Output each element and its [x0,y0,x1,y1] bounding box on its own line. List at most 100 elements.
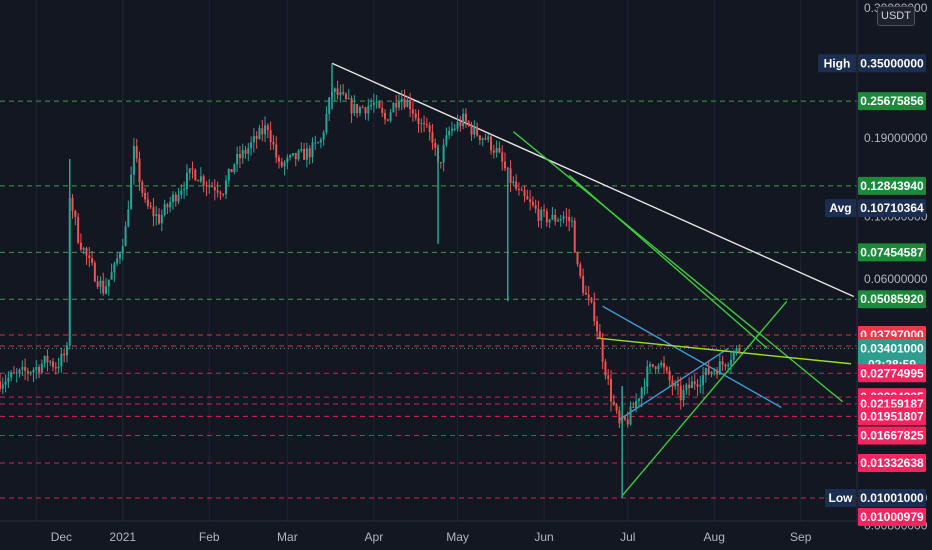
candle-body [308,148,311,158]
candle-body [322,132,325,140]
candle-body [174,194,177,202]
candle-body [155,214,158,217]
candle-body [738,347,741,353]
candle-body [26,370,29,373]
candle-body [121,246,124,254]
candle-body [132,146,135,175]
candle-body [364,107,367,114]
candle-body [127,209,130,227]
candle-body [557,220,559,222]
candle-body [291,152,294,156]
candle-body [724,364,727,367]
candle-body [4,381,7,385]
candle-body [584,292,587,295]
candle-body [501,152,504,162]
candle-body [618,410,621,424]
candle-body [244,150,247,154]
candle-body [183,189,186,191]
green-level-price-tag: 0.12843940 [860,179,924,193]
candle-body [188,168,191,173]
candle-body [543,209,546,211]
magenta-level-price-tag: 0.01000979 [860,510,924,524]
x-tick-label: May [446,530,469,544]
candle-body [356,104,359,114]
avg-price-tag: 0.10710364 [860,201,924,215]
candle-body [194,169,197,181]
candle-body [598,331,601,339]
candle-body [275,144,278,158]
candle-body [57,366,60,369]
candle-body [570,220,573,222]
candle-body [49,361,52,363]
candle-body [63,353,66,356]
candle-body [375,101,378,103]
candle-body [643,386,646,388]
candle-body [152,207,155,217]
y-tick-label: 0.06000000 [864,272,928,286]
candle-body [610,378,613,402]
candle-body [1,384,4,389]
candle-body [138,158,141,182]
candle-body [623,417,626,420]
candle-body [490,136,493,151]
candle-body [124,226,127,247]
candle-body [414,113,417,118]
candle-body [85,248,88,256]
candle-body [361,107,364,109]
current-price-tag: 0.03401000 [860,341,924,355]
candle-body [65,345,68,356]
candle-body [682,390,685,401]
candle-body [18,369,21,373]
magenta-level-price-tag: 0.02774995 [860,366,924,380]
candle-body [434,143,437,148]
currency-selector-button[interactable]: USDT [877,6,915,26]
candle-body [646,366,649,387]
candle-body [392,103,395,113]
candle-body [660,362,663,366]
candle-body [149,205,152,208]
x-tick-label: Feb [199,530,220,544]
candle-body [102,280,105,294]
candle-body [423,123,426,125]
candle-body [671,380,674,387]
candle-body [219,192,222,194]
magenta-level-price-tag: 0.01332638 [860,456,924,470]
candle-body [450,128,453,131]
candle-body [551,214,554,220]
candle-body [548,219,551,223]
candle-body [663,362,666,368]
x-tick-label: Dec [51,530,72,544]
time-axis: Dec 2021 Feb Mar Apr May Jun Jul Aug Sep [51,530,812,544]
magenta-level-price-tag-bg [858,454,926,473]
candle-body [344,93,347,99]
candle-body [727,364,730,367]
candle-body [233,164,236,173]
candle-body [498,147,501,153]
candle-body [353,104,356,114]
magenta-level-price-tag-bg [858,407,926,426]
candle-body [579,264,582,276]
high-label-bg [818,54,856,73]
candle-body [702,375,705,386]
candle-body [146,199,149,206]
candle-body [289,155,292,158]
green-level-price-tag: 0.05085920 [860,292,924,306]
candle-body [439,162,442,164]
candle-body [60,353,63,367]
candle-body [372,102,375,105]
candle-body [10,372,13,378]
candle-body [236,154,239,165]
candle-body [381,107,384,113]
candle-body [160,214,163,224]
candle-body [247,148,250,154]
magenta-last-bg [858,508,926,527]
candle-body [378,101,381,108]
candle-body [425,124,428,126]
candle-body [495,147,498,153]
green-trendline [621,300,788,497]
x-tick-label: Sep [790,530,812,544]
candle-body [40,363,43,373]
candle-body [607,375,610,379]
